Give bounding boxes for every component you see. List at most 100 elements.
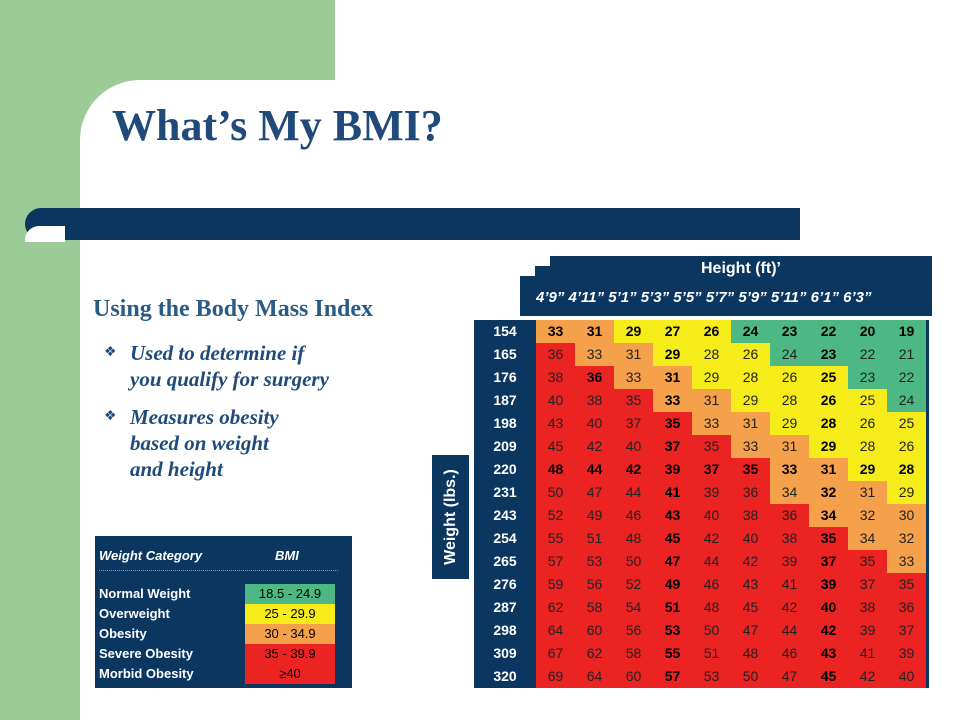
bmi-cell: 57 [653, 665, 692, 688]
bmi-cell: 44 [770, 619, 809, 642]
bmi-cell: 23 [809, 343, 848, 366]
bmi-cell: 35 [887, 573, 926, 596]
table-header-bmi: BMI [275, 548, 299, 563]
bmi-cell: 53 [575, 550, 614, 573]
bmi-cell: 38 [848, 596, 887, 619]
bmi-cell: 24 [731, 320, 770, 343]
bmi-cell: 48 [692, 596, 731, 619]
bmi-cell: 67 [536, 642, 575, 665]
weight-row-label: 265 [493, 553, 517, 569]
bmi-cell: 36 [731, 481, 770, 504]
category-bmi-range: 18.5 - 24.9 [245, 584, 335, 604]
bmi-cell: 41 [848, 642, 887, 665]
bmi-cell: 60 [614, 665, 653, 688]
bmi-cell: 30 [887, 504, 926, 527]
bmi-cell: 49 [575, 504, 614, 527]
bmi-cell: 31 [809, 458, 848, 481]
bmi-cell: 53 [653, 619, 692, 642]
bmi-cell: 50 [614, 550, 653, 573]
bmi-cell: 26 [692, 320, 731, 343]
bmi-cell: 43 [536, 412, 575, 435]
bmi-cell: 24 [887, 389, 926, 412]
bmi-cell: 35 [653, 412, 692, 435]
bmi-cell: 48 [731, 642, 770, 665]
bmi-cell: 27 [653, 320, 692, 343]
bmi-cell: 33 [692, 412, 731, 435]
bmi-cell: 47 [731, 619, 770, 642]
bmi-cell: 52 [536, 504, 575, 527]
bmi-cell: 28 [887, 458, 926, 481]
weight-row-label: 309 [493, 645, 517, 661]
bmi-cell: 20 [848, 320, 887, 343]
bmi-cell: 28 [848, 435, 887, 458]
bmi-cell: 39 [770, 550, 809, 573]
bmi-cell: 38 [536, 366, 575, 389]
bmi-cell: 39 [848, 619, 887, 642]
bmi-cell: 33 [770, 458, 809, 481]
bmi-cell: 37 [692, 458, 731, 481]
bmi-cell: 32 [848, 504, 887, 527]
bmi-cell: 51 [575, 527, 614, 550]
bmi-cell: 40 [575, 412, 614, 435]
bmi-cell: 33 [575, 343, 614, 366]
bmi-cell: 55 [536, 527, 575, 550]
bmi-cell: 31 [575, 320, 614, 343]
bmi-cell: 31 [731, 412, 770, 435]
bmi-cell: 62 [575, 642, 614, 665]
bmi-cell: 34 [809, 504, 848, 527]
bmi-cell: 45 [809, 665, 848, 688]
bmi-cell: 37 [653, 435, 692, 458]
bmi-cell: 40 [887, 665, 926, 688]
bmi-cell: 45 [653, 527, 692, 550]
height-tick-labels: 4’9” 4’11” 5’1” 5’3” 5’5” 5’7” 5’9” 5’11… [536, 289, 872, 306]
title-underline-notch [25, 226, 65, 242]
weight-row-label: 254 [493, 530, 517, 546]
bmi-cell: 37 [848, 573, 887, 596]
bmi-cell: 29 [614, 320, 653, 343]
category-label: Obesity [99, 626, 147, 641]
bmi-cell: 51 [692, 642, 731, 665]
bmi-cell: 25 [887, 412, 926, 435]
bmi-cell: 41 [653, 481, 692, 504]
bmi-cell: 55 [653, 642, 692, 665]
bmi-cell: 29 [770, 412, 809, 435]
bmi-cell: 40 [731, 527, 770, 550]
bmi-cell: 56 [614, 619, 653, 642]
bmi-cell: 26 [809, 389, 848, 412]
bmi-cell: 29 [653, 343, 692, 366]
bmi-cell: 42 [809, 619, 848, 642]
weight-row-label: 176 [493, 369, 517, 385]
bmi-cell: 22 [887, 366, 926, 389]
bmi-cell: 42 [614, 458, 653, 481]
category-bmi-range: 35 - 39.9 [245, 644, 335, 664]
bmi-cell: 33 [731, 435, 770, 458]
bmi-cell: 50 [692, 619, 731, 642]
bmi-cell: 46 [614, 504, 653, 527]
bmi-cell: 22 [809, 320, 848, 343]
bullet-text: Measures obesity based on weight and hei… [130, 405, 279, 481]
weight-category-table: Weight Category BMI Normal Weight 18.5 - … [95, 536, 352, 688]
bmi-cell: 28 [731, 366, 770, 389]
bullet-list: ❖ Used to determine if you qualify for s… [104, 340, 404, 494]
bmi-cell: 45 [731, 596, 770, 619]
bmi-cell: 42 [575, 435, 614, 458]
weight-row-label: 320 [493, 668, 517, 684]
bmi-cell: 40 [692, 504, 731, 527]
category-label: Severe Obesity [99, 646, 193, 661]
bmi-cell: 46 [770, 642, 809, 665]
bmi-cell: 29 [692, 366, 731, 389]
bmi-cell: 57 [536, 550, 575, 573]
bmi-cell: 31 [653, 366, 692, 389]
bmi-chart-grid: 154 33 31 29 27 26 24 23 22 20 19 165 36 33 31 29 28 26 24… [474, 320, 929, 688]
bmi-cell: 26 [770, 366, 809, 389]
bmi-cell: 31 [848, 481, 887, 504]
bmi-cell: 69 [536, 665, 575, 688]
bmi-cell: 32 [887, 527, 926, 550]
bullet-item: ❖ Used to determine if you qualify for s… [104, 340, 404, 392]
bmi-cell: 24 [770, 343, 809, 366]
bmi-cell: 33 [614, 366, 653, 389]
bmi-cell: 35 [731, 458, 770, 481]
bmi-cell: 28 [809, 412, 848, 435]
bmi-cell: 23 [770, 320, 809, 343]
header-divider [99, 570, 338, 571]
